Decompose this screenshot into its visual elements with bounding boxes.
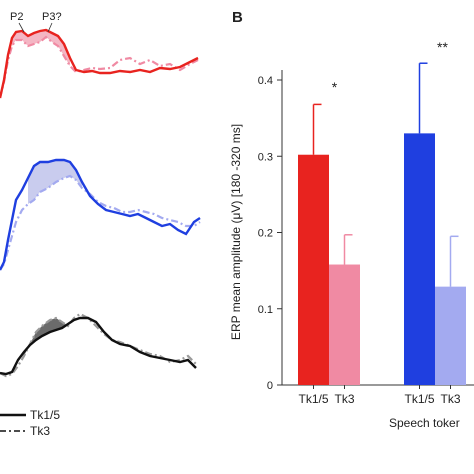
- p3-marker: [47, 22, 53, 33]
- x-tick-label: Tk3: [334, 392, 354, 406]
- p3-label: P3?: [42, 11, 62, 23]
- panel-b-bar-chart: B 0 0.1 0.2 0.3 0.4 ERP mean amplitude (μV) …: [229, 9, 474, 430]
- red-difference-fill: [12, 30, 70, 66]
- bar-1-tk3: [329, 264, 360, 385]
- panel-a-waveforms: P2 P3? Tk1/5 Tk3: [0, 11, 201, 438]
- significance-marker: *: [332, 79, 338, 95]
- x-axis-label: Speech toker: [389, 416, 460, 430]
- significance-marker: **: [437, 39, 448, 55]
- red-tk3-waveform: [0, 35, 199, 99]
- x-tick-label: Tk1/5: [298, 392, 328, 406]
- red-tk15-waveform: [0, 28, 199, 99]
- gray-tk3-waveform: [0, 312, 197, 378]
- panel-b-label: B: [232, 9, 243, 26]
- y-tick-label: 0.2: [258, 228, 273, 240]
- bar-1-tk15: [298, 154, 329, 385]
- y-tick-label: 0.1: [258, 304, 273, 316]
- y-axis-label: ERP mean amplitude (μV) [180 -320 ms]: [229, 124, 243, 340]
- x-tick-label: Tk1/5: [404, 392, 434, 406]
- bar-2-tk15: [404, 133, 435, 385]
- x-tick-label: Tk3: [440, 392, 460, 406]
- blue-tk15-waveform: [0, 158, 201, 271]
- y-tick-label: 0.3: [258, 151, 273, 163]
- legend-tk15-label: Tk1/5: [30, 408, 60, 422]
- waveform-legend: Tk1/5 Tk3: [0, 408, 60, 438]
- black-tk15-waveform: [0, 316, 197, 376]
- bar-2-tk3: [435, 286, 466, 385]
- y-tick-label: 0: [267, 380, 273, 392]
- bars-layer: Tk1/5 Tk3 * Tk1/5 Tk3 **: [298, 39, 466, 406]
- legend-tk3-label: Tk3: [30, 424, 50, 438]
- y-axis: 0 0.1 0.2 0.3 0.4: [258, 70, 283, 392]
- p2-label: P2: [10, 11, 23, 23]
- black-difference-fill: [24, 318, 68, 356]
- y-tick-label: 0.4: [258, 75, 273, 87]
- p2-marker: [18, 22, 25, 33]
